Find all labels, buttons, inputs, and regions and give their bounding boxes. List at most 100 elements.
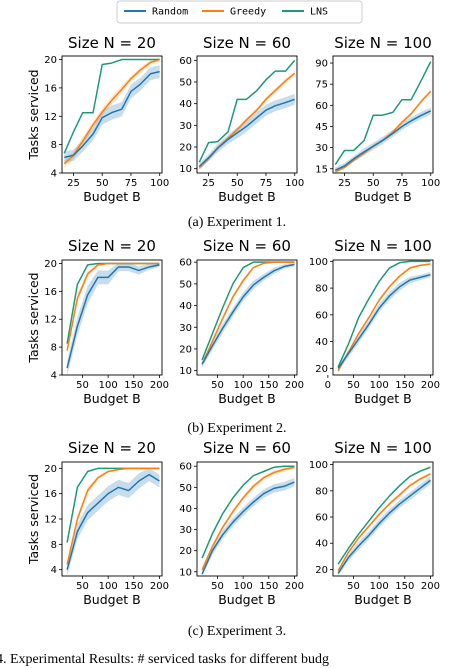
series-line-greedy bbox=[201, 261, 295, 365]
y-tick-label: 60 bbox=[315, 310, 328, 321]
y-tick-label: 20 bbox=[179, 143, 192, 154]
y-tick-label: 20 bbox=[179, 344, 192, 355]
confidence-band-random bbox=[202, 477, 295, 576]
chart-title: Size N = 100 bbox=[334, 439, 432, 457]
series-line-lns bbox=[337, 260, 431, 368]
chart-title: Size N = 20 bbox=[68, 237, 156, 255]
y-tick-label: 12 bbox=[44, 515, 57, 526]
y-tick-label: 8 bbox=[51, 140, 57, 151]
chart-title: Size N = 60 bbox=[203, 237, 291, 255]
x-axis-label: Budget B bbox=[83, 189, 141, 204]
y-tick-label: 16 bbox=[44, 83, 57, 94]
confidence-band-greedy bbox=[199, 71, 295, 170]
chart-title: Size N = 100 bbox=[334, 34, 432, 52]
x-tick-label: 50 bbox=[211, 581, 224, 592]
y-axis-label: Tasks serviced bbox=[26, 272, 41, 363]
x-tick-label: 150 bbox=[259, 380, 278, 391]
chart-panel: Size N = 20 25 50 75 100 4 8 12 16 20 Budget B Task… bbox=[26, 34, 169, 204]
x-axis-label: Budget B bbox=[218, 189, 276, 204]
series-line-greedy bbox=[201, 466, 295, 570]
series-line-lns bbox=[334, 61, 432, 165]
plot-frame bbox=[196, 259, 298, 376]
series-line-random bbox=[66, 264, 160, 369]
x-tick-label: 200 bbox=[421, 581, 440, 592]
y-tick-label: 75 bbox=[315, 80, 328, 91]
legend-frame bbox=[116, 0, 363, 24]
y-tick-label: 30 bbox=[179, 525, 192, 536]
y-tick-label: 30 bbox=[179, 121, 192, 132]
series-line-random bbox=[201, 263, 295, 365]
y-tick-label: 60 bbox=[179, 56, 192, 67]
x-tick-label: 100 bbox=[99, 581, 118, 592]
chart-title: Size N = 100 bbox=[334, 237, 432, 255]
plot-frame bbox=[196, 55, 298, 174]
x-tick-label: 50 bbox=[211, 380, 224, 391]
x-tick-label: 50 bbox=[367, 178, 380, 189]
y-tick-label: 8 bbox=[51, 540, 57, 551]
legend-label-lns: LNS bbox=[310, 7, 328, 18]
plot-frame bbox=[61, 55, 163, 174]
y-tick-label: 10 bbox=[179, 164, 192, 175]
plot-frame bbox=[332, 55, 434, 174]
chart-panel: Size N = 20 50 100 150 200 4 8 12 16 20 Budget B Ta… bbox=[26, 237, 169, 406]
caption-experiment-3: (c) Experiment 3. bbox=[187, 624, 287, 639]
x-tick-label: 200 bbox=[150, 581, 169, 592]
y-tick-label: 90 bbox=[315, 59, 328, 70]
y-tick-label: 80 bbox=[315, 284, 328, 295]
x-tick-label: 150 bbox=[124, 380, 143, 391]
x-tick-label: 200 bbox=[421, 380, 440, 391]
x-tick-label: 150 bbox=[259, 581, 278, 592]
plot-frame bbox=[61, 259, 163, 376]
chart-panel: Size N = 20 50 100 150 200 4 8 12 16 20 Budget B Ta… bbox=[26, 439, 169, 607]
series-line-random bbox=[198, 98, 295, 168]
y-tick-label: 60 bbox=[179, 258, 192, 269]
x-tick-label: 100 bbox=[234, 581, 253, 592]
x-tick-label: 25 bbox=[202, 178, 215, 189]
series-line-random bbox=[64, 70, 160, 159]
y-axis-label: Tasks serviced bbox=[26, 474, 41, 565]
y-tick-label: 4 bbox=[51, 565, 57, 576]
y-tick-label: 60 bbox=[315, 101, 328, 112]
x-tick-label: 100 bbox=[421, 178, 440, 189]
confidence-band-random bbox=[338, 272, 431, 371]
y-tick-label: 20 bbox=[179, 546, 192, 557]
series-line-greedy bbox=[66, 262, 160, 351]
y-tick-label: 40 bbox=[179, 301, 192, 312]
legend-label-random: Random bbox=[152, 7, 188, 18]
series-line-lns bbox=[198, 59, 296, 163]
x-tick-label: 100 bbox=[285, 178, 304, 189]
y-tick-label: 20 bbox=[44, 55, 57, 66]
y-tick-label: 4 bbox=[51, 371, 57, 382]
x-tick-label: 0 bbox=[325, 380, 331, 391]
x-tick-label: 200 bbox=[285, 581, 304, 592]
figure-caption-text: 4. Experimental Results: # serviced task… bbox=[0, 652, 329, 667]
plot-frame bbox=[196, 461, 298, 577]
x-tick-label: 75 bbox=[260, 178, 273, 189]
x-tick-label: 50 bbox=[76, 581, 89, 592]
y-tick-label: 20 bbox=[315, 565, 328, 576]
y-tick-label: 30 bbox=[179, 323, 192, 334]
legend: Random Greedy LNS bbox=[116, 0, 363, 24]
chart-title: Size N = 60 bbox=[203, 34, 291, 52]
confidence-band-greedy bbox=[64, 57, 160, 168]
x-tick-label: 100 bbox=[234, 380, 253, 391]
series-line-random bbox=[337, 479, 431, 574]
x-tick-label: 50 bbox=[231, 178, 244, 189]
x-axis-label: Budget B bbox=[83, 592, 141, 607]
y-tick-label: 40 bbox=[315, 337, 328, 348]
y-tick-label: 20 bbox=[44, 464, 57, 475]
x-tick-label: 25 bbox=[338, 178, 351, 189]
x-tick-label: 150 bbox=[395, 581, 414, 592]
y-tick-label: 10 bbox=[179, 366, 192, 377]
series-line-lns bbox=[201, 465, 295, 559]
chart-panel: Size N = 60 25 50 75 100 10 20 30 40 50 60 Budget B bbox=[179, 34, 304, 204]
x-tick-label: 100 bbox=[150, 178, 169, 189]
series-line-random bbox=[66, 473, 160, 570]
x-tick-label: 200 bbox=[285, 380, 304, 391]
chart-title: Size N = 60 bbox=[203, 439, 291, 457]
confidence-band-random bbox=[67, 262, 160, 375]
series-line-greedy bbox=[337, 263, 431, 372]
x-tick-label: 150 bbox=[395, 380, 414, 391]
series-line-random bbox=[201, 481, 295, 575]
